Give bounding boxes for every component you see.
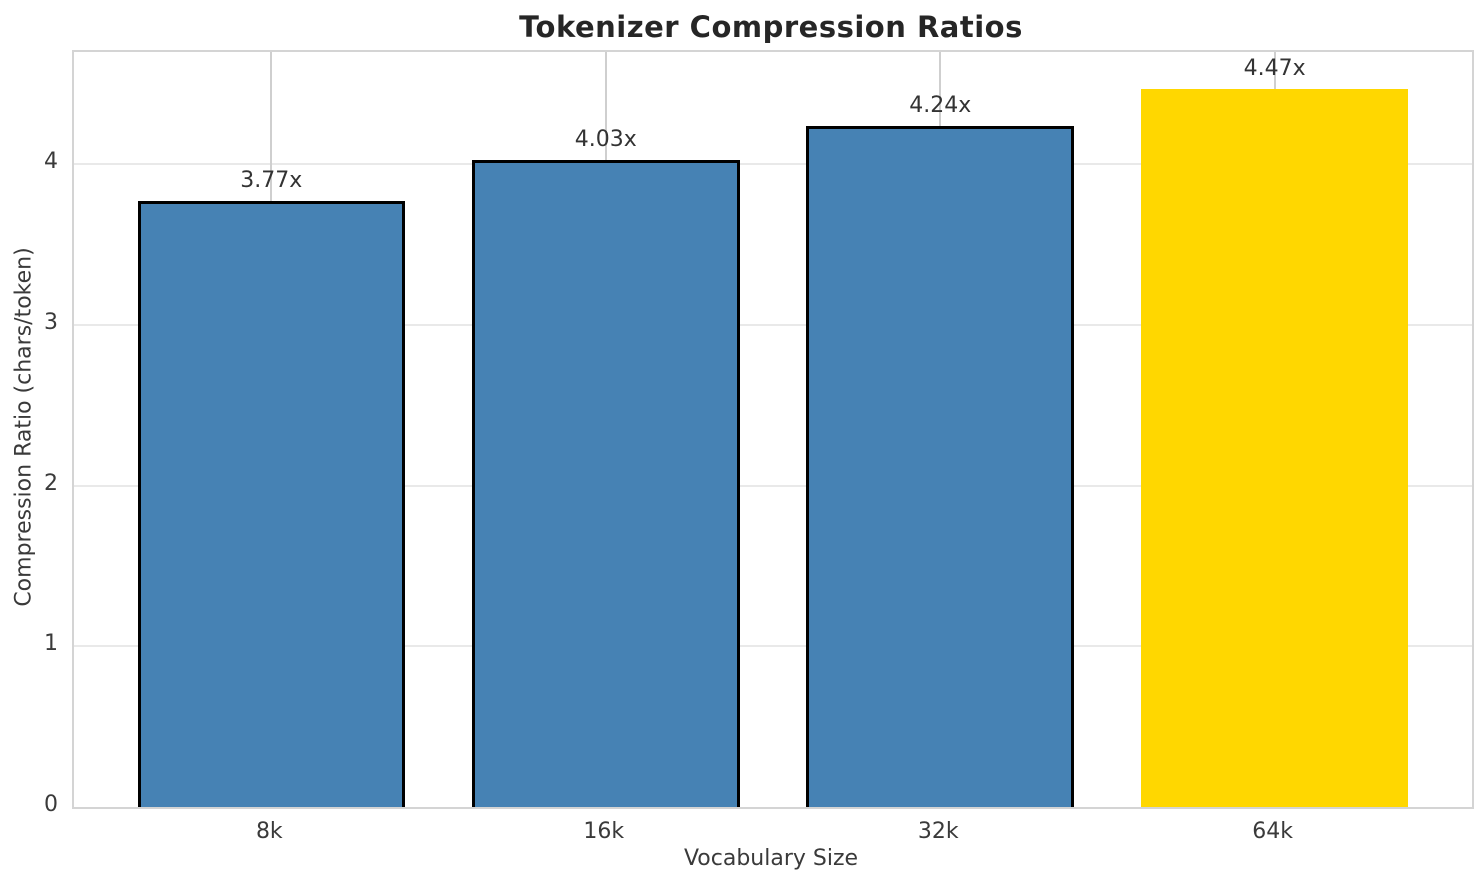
y-tick-label: 0 (44, 792, 58, 817)
horizontal-gridline (74, 163, 1472, 166)
x-tick-label-8k: 8k (255, 819, 283, 844)
bar-value-label-64k: 4.47x (1243, 55, 1306, 81)
x-axis-label: Vocabulary Size (683, 846, 859, 871)
x-tick-label-32k: 32k (917, 819, 959, 844)
horizontal-gridline (74, 645, 1472, 648)
x-tick-label-64k: 64k (1252, 819, 1294, 844)
y-tick-label: 2 (44, 470, 58, 496)
bar-8k (137, 201, 406, 807)
bar-64k (1140, 88, 1409, 807)
plot-area: 3.77x 4.03x 4.24x 4.47x (72, 50, 1474, 809)
horizontal-gridline (74, 484, 1472, 487)
y-tick-label: 3 (44, 310, 58, 336)
bar-32k (806, 125, 1074, 807)
bar-value-label-16k: 4.03x (574, 126, 637, 152)
chart-title: Tokenizer Compression Ratios (519, 10, 1023, 44)
x-tick-label-16k: 16k (583, 819, 625, 844)
y-tick-label: 4 (44, 149, 58, 175)
horizontal-gridline (74, 324, 1472, 327)
bar-value-label-32k: 4.24x (909, 92, 972, 118)
y-tick-label: 1 (44, 631, 58, 657)
bar-value-label-8k: 3.77x (240, 168, 303, 194)
y-axis-label: Compression Ratio (chars/token) (11, 247, 37, 607)
bar-16k (471, 159, 740, 807)
